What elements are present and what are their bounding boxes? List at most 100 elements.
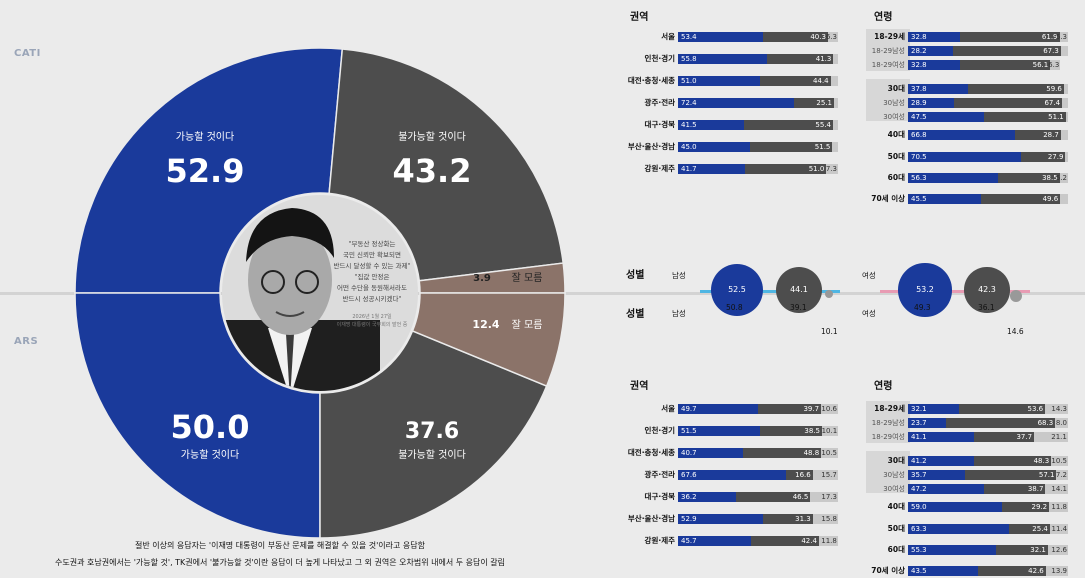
cati-age-row: 60대 56.3 38.5 5.2 xyxy=(830,172,1068,184)
cati-age-row: 30남성 28.9 67.4 xyxy=(830,97,1068,109)
cati-region-bar: 41.7 51.0 7.3 xyxy=(678,164,838,174)
ars-age-value-label: 7.2 xyxy=(1055,471,1067,479)
ars-age-value-label: 53.6 xyxy=(1027,405,1044,413)
cati-age-row: 30여성 47.5 51.1 xyxy=(830,111,1068,123)
quote-line-0: "부동산 정상화는 xyxy=(349,239,396,248)
cati-age-value-label: 32.8 xyxy=(911,33,927,41)
ars-region-value-label: 67.6 xyxy=(681,471,697,479)
glasses-left xyxy=(261,270,285,294)
ars-region-bar: 36.2 46.5 17.3 xyxy=(678,492,838,502)
cati-region-category-label: 광주·전라 xyxy=(644,98,675,107)
cati-region-segment-possible: 51.0 xyxy=(678,76,760,86)
ars-region-value-label: 42.4 xyxy=(801,537,817,545)
ars-age-value-label: 55.3 xyxy=(911,546,927,554)
ars-age-value-label: 12.6 xyxy=(1051,546,1067,554)
ars-age-value-label: 41.1 xyxy=(911,433,927,441)
ars-age-segment-possible: 55.3 xyxy=(908,545,997,555)
ars-age-segment-unknown: 14.3 xyxy=(1045,404,1068,414)
cati-age-row: 70세 이상 45.5 49.6 xyxy=(830,193,1068,205)
female-ars-unknown-label: 14.6 xyxy=(1007,327,1024,336)
female-label-bottom: 여성 xyxy=(862,309,876,318)
ars-age-value-label: 35.7 xyxy=(911,471,927,479)
ars-age-value-label: 29.2 xyxy=(1031,503,1048,511)
cati-age-segment-possible: 32.8 xyxy=(908,32,961,42)
ars-age-segment-unknown: 11.8 xyxy=(1049,502,1068,512)
ars-slice-2 xyxy=(411,292,566,388)
ars-age-value-label: 32.1 xyxy=(1030,546,1046,554)
cati-slice-0 xyxy=(74,47,344,294)
cati-age-value-label: 49.6 xyxy=(1042,195,1059,203)
cati-age-value-label: 6.3 xyxy=(1048,61,1060,69)
ars-region-bar: 67.6 16.6 15.7 xyxy=(678,470,838,480)
ars-age-category-label: 18-29세 xyxy=(874,404,905,413)
quote-line-3: "집값 안정은 xyxy=(355,272,390,281)
cati-region-row: 강원·제주 41.7 51.0 7.3 xyxy=(575,163,838,175)
cati-region-segment-impossible: 25.1 xyxy=(793,98,834,108)
cati-age-value-label: 5.2 xyxy=(1055,174,1067,182)
ars-age-bar: 23.7 68.3 8.0 xyxy=(908,418,1068,428)
cati-age-value-label: 66.8 xyxy=(911,131,927,139)
glasses-right xyxy=(295,270,319,294)
cati-age-bar: 37.8 59.6 xyxy=(908,84,1068,94)
ars-region-segment-impossible: 31.3 xyxy=(762,514,813,524)
cati-region-segment-possible: 53.4 xyxy=(678,32,764,42)
ars-age-value-label: 47.2 xyxy=(911,485,927,493)
cati-age-group-highlight-1 xyxy=(866,79,910,121)
ars-region-segment-possible: 51.5 xyxy=(678,426,761,436)
cati-age-value-label: 51.1 xyxy=(1048,113,1064,121)
cati-age-category-label: 50대 xyxy=(887,152,905,161)
cati-age-value-label: 47.5 xyxy=(911,113,927,121)
ars-region-category-label: 대구·경북 xyxy=(644,492,675,501)
ars-slice-1 xyxy=(319,329,548,539)
ars-age-segment-unknown: 7.2 xyxy=(1056,470,1068,480)
cati-age-value-label: 56.3 xyxy=(911,174,927,182)
cati-age-row: 18-29여성 32.8 56.1 6.3 xyxy=(830,59,1068,71)
ars-age-value-label: 11.8 xyxy=(1051,503,1067,511)
cati-age-bar: 45.5 49.6 xyxy=(908,194,1068,204)
ars-region-row: 대구·경북 36.2 46.5 17.3 xyxy=(575,491,838,503)
ars-age-value-label: 14.1 xyxy=(1051,485,1067,493)
cati-region-segment-unknown xyxy=(833,54,838,64)
cati-age-row: 18-29세 32.8 61.9 5.3 xyxy=(830,31,1068,43)
cati-region-category-label: 서울 xyxy=(661,32,675,41)
cati-age-segment-unknown: 5.2 xyxy=(1056,173,1068,183)
portrait-tie xyxy=(286,334,294,391)
ars-age-bar: 59.0 29.2 11.8 xyxy=(908,502,1068,512)
ars-region-row: 부산·울산·경남 52.9 31.3 15.8 xyxy=(575,513,838,525)
cati-possible-value: 52.9 xyxy=(166,152,245,190)
quote-line-4: 어떤 수단을 동원해서라도 xyxy=(337,283,407,292)
cati-region-segment-possible: 72.4 xyxy=(678,98,794,108)
ars-age-segment-possible: 47.2 xyxy=(908,484,984,494)
ars-age-row: 50대 63.3 25.4 11.4 xyxy=(830,523,1069,535)
ars-age-segment-impossible: 37.7 xyxy=(973,432,1035,442)
cati-label: CATI xyxy=(14,48,41,59)
ars-region-segment-unknown: 15.7 xyxy=(812,470,838,480)
ars-age-row: 30남성 35.7 57.1 7.2 xyxy=(830,469,1068,481)
cati-region-segment-unknown: 7.3 xyxy=(826,164,838,174)
cati-age-segment-possible: 32.8 xyxy=(908,60,961,70)
cati-age-value-label: 56.1 xyxy=(1032,61,1049,69)
cati-region-segment-impossible: 44.4 xyxy=(759,76,831,86)
ars-region-bar: 49.7 39.7 10.6 xyxy=(678,404,838,414)
cati-region-value-label: 55.8 xyxy=(681,55,697,63)
ars-age-category-label: 30대 xyxy=(887,456,905,465)
cati-region-segment-impossible: 41.3 xyxy=(767,54,834,64)
cati-age-value-label: 28.7 xyxy=(1043,131,1059,139)
quote-line-5: 반드시 성공시키겠다" xyxy=(343,294,402,303)
female-cati-impossible-bubble: 42.3 xyxy=(964,267,1010,313)
ars-age-segment-impossible: 42.6 xyxy=(977,566,1046,576)
ars-age-value-label: 13.9 xyxy=(1051,567,1067,575)
cati-age-segment-impossible: 67.4 xyxy=(954,98,1063,108)
cati-age-value-label: 28.2 xyxy=(911,47,927,55)
ars-age-segment-unknown: 13.9 xyxy=(1045,566,1068,576)
ars-region-value-label: 40.7 xyxy=(681,449,697,457)
cati-possible-label: 가능할 것이다 xyxy=(176,131,234,143)
ars-region-segment-possible: 40.7 xyxy=(678,448,744,458)
ars-age-row: 30대 41.2 48.3 10.5 xyxy=(830,455,1068,467)
cati-region-value-label: 53.4 xyxy=(681,33,697,41)
cati-age-segment-impossible: 51.1 xyxy=(984,112,1066,122)
female-ars-unknown-bubble xyxy=(1010,290,1022,302)
cati-age-segment-unknown xyxy=(1062,98,1068,108)
ars-region-segment-possible: 52.9 xyxy=(678,514,763,524)
cati-region-segment-impossible: 51.5 xyxy=(750,142,833,152)
